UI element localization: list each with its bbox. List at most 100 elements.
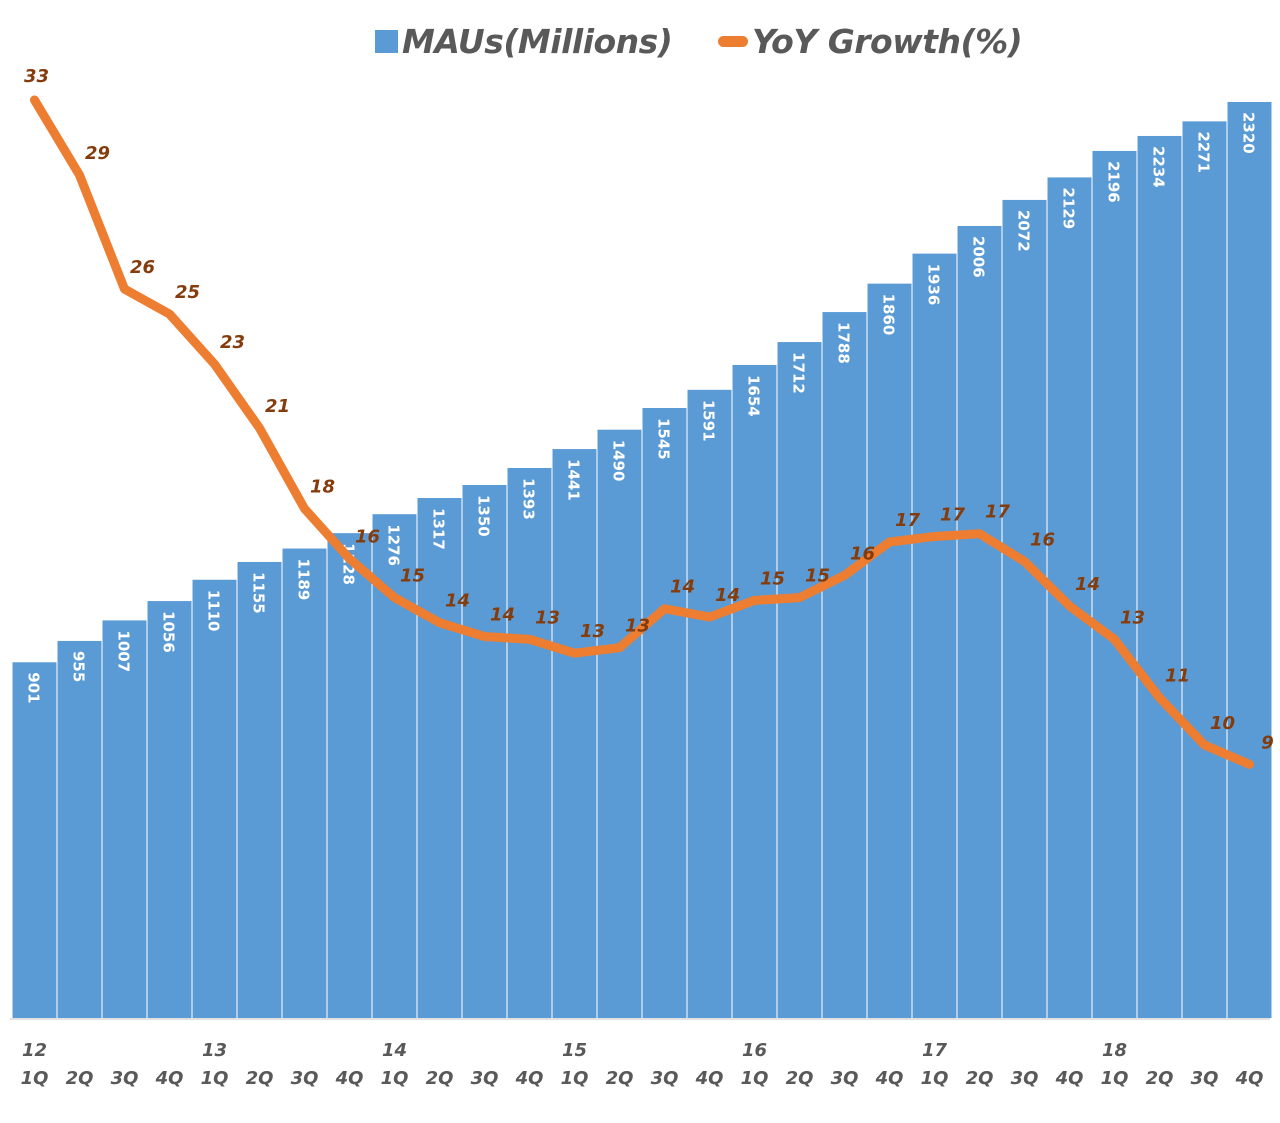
x-tick-label-quarter: 1Q	[381, 1068, 409, 1089]
x-tick-label-quarter: 1Q	[741, 1068, 769, 1089]
x-tick-label-quarter: 2Q	[966, 1068, 994, 1089]
bar-data-label: 1654	[745, 375, 763, 417]
line-data-label: 15	[400, 566, 425, 587]
bar	[417, 498, 462, 1018]
bar-data-label: 1712	[790, 352, 808, 394]
line-data-label: 14	[670, 577, 695, 598]
x-tick-label-quarter: 4Q	[335, 1068, 364, 1089]
x-tick-label-quarter: 4Q	[155, 1068, 184, 1089]
line-data-label: 23	[220, 332, 245, 353]
legend-swatch-bar	[375, 30, 398, 53]
bar	[552, 449, 597, 1018]
line-data-label: 14	[715, 585, 740, 606]
x-tick-label-quarter: 2Q	[606, 1068, 634, 1089]
line-data-label: 14	[490, 605, 515, 626]
bar-data-label: 2196	[1105, 161, 1123, 203]
bar-data-label: 2271	[1195, 131, 1213, 173]
x-tick-label-quarter: 4Q	[1235, 1068, 1264, 1089]
bar	[1227, 102, 1272, 1018]
bar	[147, 601, 192, 1018]
bar	[597, 429, 642, 1018]
bar-data-label: 1189	[295, 559, 313, 601]
x-tick-label-quarter: 3Q	[831, 1068, 859, 1089]
x-tick-label-quarter: 1Q	[561, 1068, 589, 1089]
bar-data-label: 2072	[1015, 210, 1033, 252]
bar	[1002, 199, 1047, 1018]
bar	[1137, 135, 1182, 1018]
bar	[462, 484, 507, 1018]
x-tick-label-year: 17	[922, 1040, 948, 1061]
bar-data-label: 1110	[205, 590, 223, 632]
line-data-label: 29	[85, 143, 110, 164]
legend-item-yoy: YoY Growth(%)	[718, 22, 1023, 61]
x-tick-label-year: 13	[202, 1040, 227, 1061]
bar	[867, 283, 912, 1018]
bar-series-maus	[12, 102, 1272, 1019]
bar	[1047, 177, 1092, 1019]
line-data-label: 26	[130, 257, 155, 278]
bar	[777, 342, 822, 1018]
bar	[912, 253, 957, 1019]
legend-label-maus: MAUs(Millions)	[402, 22, 673, 61]
bar-data-label: 1441	[565, 459, 583, 501]
bar	[822, 312, 867, 1018]
bar	[282, 548, 327, 1018]
legend-label-yoy: YoY Growth(%)	[752, 22, 1023, 61]
bar-data-label: 955	[70, 651, 88, 682]
chart-legend: MAUs(Millions) YoY Growth(%)	[0, 22, 1280, 72]
bar-data-label: 2006	[970, 236, 988, 278]
bar-data-label: 1056	[160, 611, 178, 653]
line-data-label: 13	[625, 616, 650, 637]
bar-data-label: 1393	[520, 478, 538, 520]
line-data-labels: 33 29 26 25 23 21 18 16 15 14 14 13 13 13 14 14 15 15 16 17…	[24, 66, 1274, 753]
bar	[1092, 150, 1137, 1018]
bar-data-label: 2129	[1060, 187, 1078, 229]
x-tick-label-quarter: 2Q	[426, 1068, 454, 1089]
bar-data-label: 2320	[1240, 112, 1258, 154]
bar-data-label: 1155	[250, 572, 268, 614]
x-tick-label-quarter: 4Q	[695, 1068, 724, 1089]
line-data-label: 13	[580, 621, 605, 642]
x-tick-label-quarter: 3Q	[1191, 1068, 1219, 1089]
bar-data-label: 1317	[430, 508, 448, 550]
line-data-label: 9	[1261, 732, 1274, 753]
bar-data-label: 1545	[655, 418, 673, 460]
x-tick-label-quarter: 1Q	[1101, 1068, 1129, 1089]
x-tick-label-year: 15	[562, 1040, 587, 1061]
x-tick-label-year: 16	[742, 1040, 767, 1061]
x-tick-label-quarter: 4Q	[1055, 1068, 1084, 1089]
line-data-label: 17	[895, 510, 921, 531]
x-tick-label-year: 18	[1102, 1040, 1127, 1061]
line-data-label: 10	[1210, 713, 1235, 734]
line-data-label: 25	[175, 282, 200, 303]
line-data-label: 16	[1030, 529, 1055, 550]
line-data-label: 11	[1165, 666, 1190, 687]
x-tick-label-quarter: 2Q	[1146, 1068, 1174, 1089]
line-data-label: 33	[24, 66, 49, 87]
bar-data-label: 1591	[700, 400, 718, 442]
legend-item-maus: MAUs(Millions)	[375, 22, 673, 61]
line-data-label: 15	[805, 566, 830, 587]
line-data-label: 17	[940, 504, 966, 525]
x-tick-label-quarter: 3Q	[1011, 1068, 1039, 1089]
x-tick-label-quarter: 3Q	[651, 1068, 679, 1089]
x-tick-label-quarter: 2Q	[66, 1068, 94, 1089]
yoy-growth-line	[30, 95, 1254, 769]
bar	[687, 389, 732, 1018]
bar-data-label: 1007	[115, 630, 133, 672]
bar-data-label: 1490	[610, 440, 628, 482]
line-data-label: 17	[985, 502, 1011, 523]
bar	[327, 533, 372, 1018]
x-tick-label-quarter: 2Q	[246, 1068, 274, 1089]
bar	[57, 640, 102, 1018]
bar-data-label: 1276	[385, 524, 403, 566]
line-data-label: 13	[1120, 607, 1145, 628]
bar-data-label: 1350	[475, 495, 493, 537]
x-tick-label-quarter: 3Q	[471, 1068, 499, 1089]
x-tick-label-quarter: 1Q	[921, 1068, 949, 1089]
x-tick-label-year: 12	[22, 1040, 47, 1061]
bar-data-label: 1936	[925, 264, 943, 306]
bar-data-label: 2234	[1150, 146, 1168, 188]
